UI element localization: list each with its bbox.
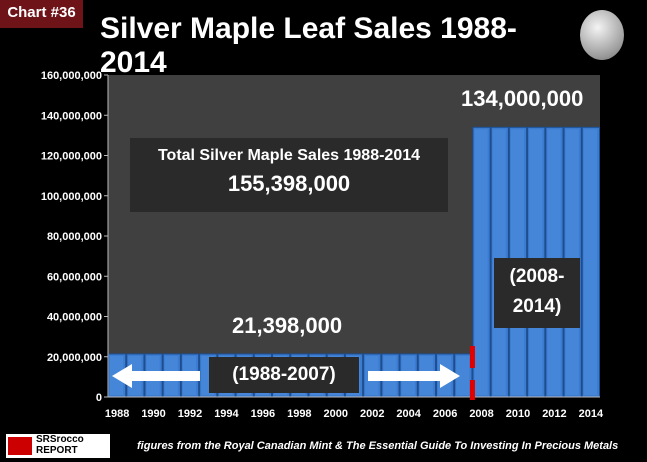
- x-tick-label: 2004: [396, 408, 421, 420]
- total-sales-box: Total Silver Maple Sales 1988-2014 155,3…: [130, 138, 448, 212]
- bar-highlight: [583, 129, 597, 395]
- left-arrow-icon: [112, 364, 200, 388]
- late-sales-label: 134,000,000: [461, 86, 584, 111]
- y-tick-label: 0: [96, 392, 102, 404]
- y-tick-label: 80,000,000: [47, 231, 102, 243]
- chart-number-badge: Chart #36: [0, 0, 83, 28]
- x-tick-label: 2006: [433, 408, 457, 420]
- total-label: Total Silver Maple Sales 1988-2014: [157, 147, 421, 164]
- y-tick-label: 60,000,000: [47, 271, 102, 283]
- x-tick-label: 2012: [542, 408, 566, 420]
- right-arrow-icon: [368, 364, 460, 388]
- y-tick-label: 120,000,000: [41, 151, 102, 163]
- x-tick-label: 2008: [469, 408, 493, 420]
- x-tick-label: 2000: [324, 408, 348, 420]
- x-tick-label: 1992: [178, 408, 202, 420]
- x-tick-label: 1998: [287, 408, 311, 420]
- early-range-label: (1988-2007): [209, 357, 359, 393]
- late-range-box: (2008- 2014): [494, 258, 580, 328]
- source-note: figures from the Royal Canadian Mint & T…: [137, 440, 619, 452]
- bar-highlight: [456, 355, 470, 395]
- x-tick-label: 1996: [251, 408, 275, 420]
- bar-highlight: [474, 129, 488, 395]
- y-tick-label: 40,000,000: [47, 312, 102, 324]
- early-sales-label: 21,398,000: [232, 313, 343, 338]
- total-value: 155,398,000: [227, 171, 351, 196]
- srsrocco-logo: SRSrocco REPORT: [6, 434, 110, 458]
- chart-title: Silver Maple Leaf Sales 1988-2014: [100, 12, 517, 79]
- y-tick-label: 20,000,000: [47, 352, 102, 364]
- x-tick-label: 1988: [105, 408, 129, 420]
- x-tick-label: 2010: [506, 408, 530, 420]
- x-tick-label: 1990: [141, 408, 165, 420]
- late-range-line2: 2014): [512, 296, 562, 317]
- silver-maple-coin-icon: [580, 10, 624, 60]
- y-tick-label: 160,000,000: [41, 70, 102, 82]
- flag-icon: [8, 437, 32, 455]
- x-tick-label: 2002: [360, 408, 384, 420]
- x-tick-label: 2014: [579, 408, 604, 420]
- late-range-line1: (2008-: [509, 266, 565, 287]
- x-tick-label: 1994: [214, 408, 239, 420]
- y-tick-label: 140,000,000: [41, 110, 102, 122]
- y-tick-label: 100,000,000: [41, 191, 102, 203]
